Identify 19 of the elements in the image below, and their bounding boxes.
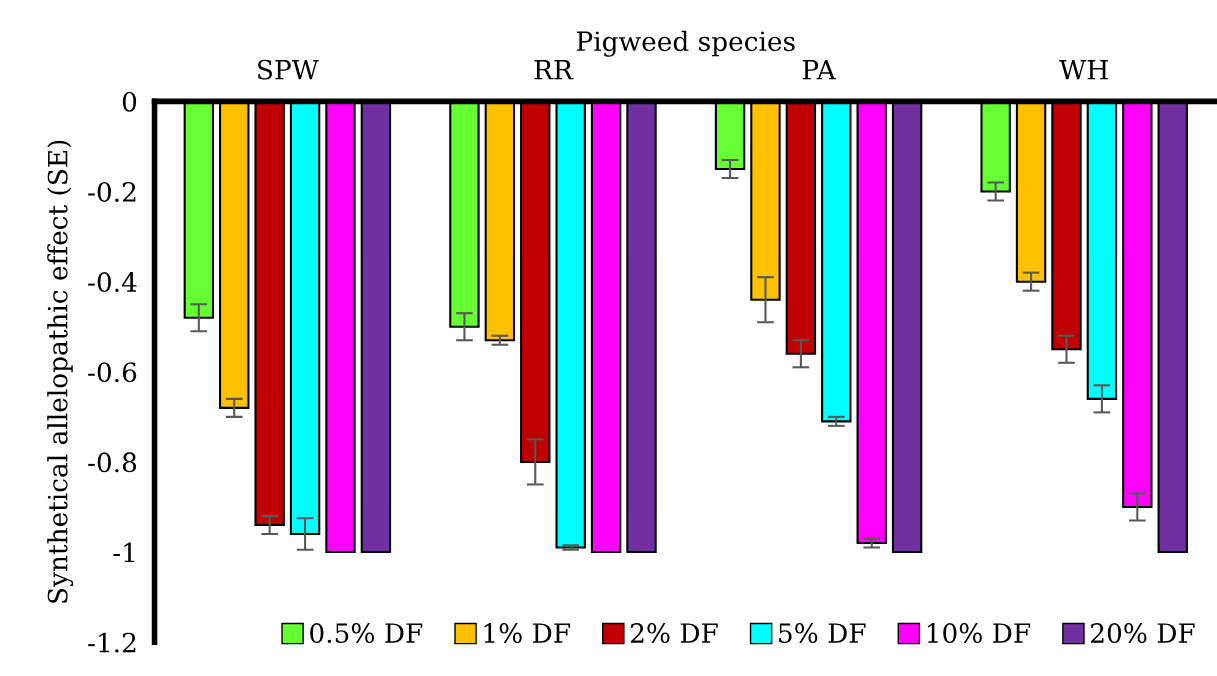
y-tick-label: -0.8: [88, 452, 137, 473]
legend-label: 20% DF: [1091, 623, 1195, 644]
x-axis-title: Pigweed species: [576, 30, 795, 57]
x-tick-label: PA: [802, 60, 837, 80]
y-tick-label: -0.6: [88, 362, 137, 383]
y-tick-label: -0.2: [88, 181, 136, 202]
legend-label: 2% DF: [630, 623, 718, 644]
y-tick-label: -1: [113, 542, 135, 563]
x-tick-label: RR: [534, 60, 574, 80]
x-tick-label: SPW: [258, 59, 319, 80]
y-axis-title: Synthetical allelopathic effect (SE): [47, 140, 74, 603]
y-tick-label: -0.4: [88, 272, 137, 293]
y-tick-label: 0: [122, 91, 137, 112]
legend-label: 10% DF: [927, 623, 1031, 644]
legend-label: 0.5% DF: [310, 623, 423, 644]
legend-label: 1% DF: [484, 623, 570, 644]
x-tick-label: WH: [1059, 60, 1108, 80]
legend-label: 5% DF: [779, 623, 866, 644]
y-tick-label: -1.2: [88, 632, 136, 653]
